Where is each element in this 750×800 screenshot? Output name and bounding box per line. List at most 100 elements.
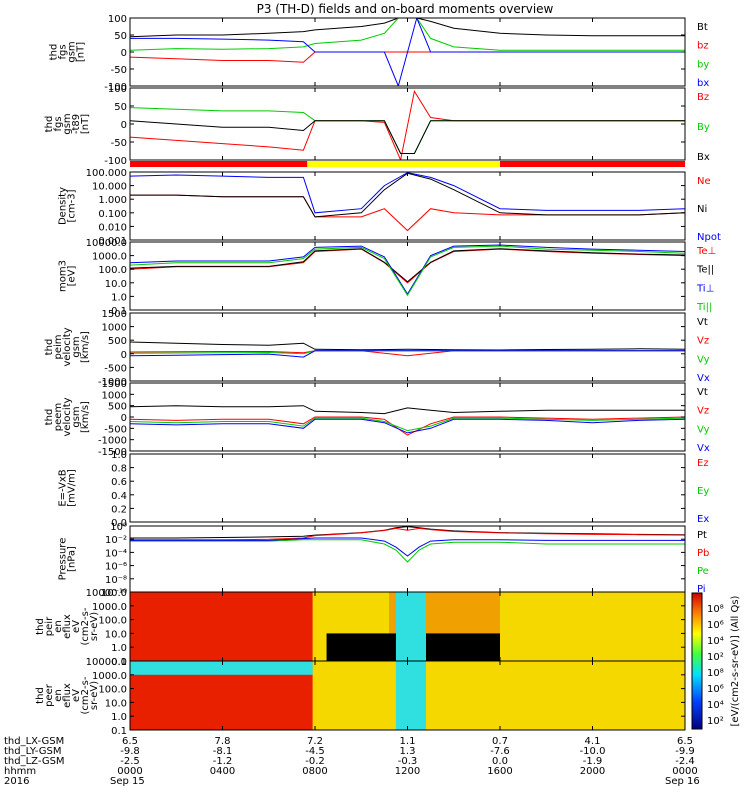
y-tick-label: 1.0 <box>111 292 127 303</box>
panel-data <box>130 89 685 160</box>
x-tick-value: 0800 <box>302 766 327 777</box>
y-axis-label: Pressure[nPa] <box>58 538 78 581</box>
y-tick-label: 1500 <box>102 309 127 320</box>
mode-bar <box>130 161 685 167</box>
panel-frame <box>129 241 686 311</box>
y-axis-label-line: fgs <box>53 116 64 131</box>
colorbar-scale <box>691 592 703 730</box>
x-tick-value: -0.3 <box>398 756 418 767</box>
y-axis-label-line: thd <box>35 687 46 704</box>
x-tick-value: 0400 <box>210 766 235 777</box>
x-tick-value: 6.5 <box>677 736 693 747</box>
series-line-Pi <box>130 537 685 557</box>
y-axis-label: Density[cm-3] <box>58 187 78 225</box>
y-axis-label-line: velocity <box>62 327 73 366</box>
x-tick-value: -9.9 <box>675 746 695 757</box>
y-axis-label-line: [km/s] <box>80 401 91 433</box>
panel-data <box>130 172 685 232</box>
panel-10: 10000.0 1000.0 100.0 10.0 1.0 0.1 thdpeerenefl… <box>35 657 686 737</box>
panel-data <box>130 18 685 86</box>
colorbar-tick-label: 10⁸ <box>707 668 724 679</box>
y-tick-label: 10⁻⁴ <box>105 548 127 559</box>
y-tick-label: 500 <box>108 402 127 413</box>
y-axis-label: thdfgsgsm-t89[nT] <box>44 113 91 134</box>
legend-entry: By <box>697 122 710 133</box>
y-axis-label-line: (cm2-s- <box>80 676 91 714</box>
colorbar-title: [eV/(cm2-s-sr-eV)] (All Qs) <box>730 595 741 726</box>
series-line-Vy <box>130 417 685 432</box>
panel-1: 100 50 0 -50 -100 thdfgsgsm[nT] Bt bz by bx <box>49 14 710 93</box>
x-tick-value: 0000 <box>672 766 697 777</box>
series-line-bx <box>130 18 685 86</box>
y-axis-label: thdpeemvelocitygsm[km/s] <box>44 397 91 436</box>
x-tick-value: -10.0 <box>580 746 606 757</box>
legend-entry: Ne <box>697 176 711 187</box>
y-tick-label: 0 <box>121 120 127 131</box>
panel-data <box>130 405 685 436</box>
x-tick-value: 1600 <box>487 766 512 777</box>
legend-entry: Vy <box>697 424 710 435</box>
colorbar-tick-label: 10² <box>707 716 724 727</box>
series-line-Te|| <box>130 248 685 283</box>
x-tick-value: 0.0 <box>492 756 508 767</box>
y-tick-label: 10000.0 <box>86 657 127 668</box>
legend-entry: Pt <box>697 530 707 541</box>
series-line-Ti⊥ <box>130 244 685 295</box>
x-tick-value: 7.8 <box>215 736 231 747</box>
y-axis-label-line: thd <box>49 44 60 61</box>
y-tick-label: 10.0 <box>105 698 127 709</box>
legend-entry: Ex <box>697 514 709 525</box>
panel-frame <box>129 171 686 241</box>
panel-frame <box>129 453 686 523</box>
y-axis-label: mom3[eV] <box>58 260 78 292</box>
y-axis-label-line: [nT] <box>80 114 91 134</box>
colorbar-tick-label: 10⁶ <box>707 684 724 695</box>
y-axis-label-line: [nT] <box>76 42 87 62</box>
heatmap-cell <box>130 661 313 675</box>
y-axis-label-line: [cm-3] <box>67 189 78 222</box>
y-axis-label-line: fgs <box>58 44 69 59</box>
y-axis-label-line: en <box>53 689 64 702</box>
y-tick-label: 50 <box>114 102 127 113</box>
legend-entry: by <box>697 59 709 70</box>
y-tick-label: 100.0 <box>98 265 127 276</box>
legend-entry: Te⊥ <box>696 246 716 257</box>
legend-entry: Ti|| <box>696 302 712 313</box>
x-tick-value: 7.2 <box>307 736 323 747</box>
series-line-Ti|| <box>130 245 685 297</box>
y-tick-label: 1000.0 <box>92 602 127 613</box>
x-tick-value: 4.1 <box>585 736 601 747</box>
legend-entry: bz <box>697 41 709 52</box>
x-tick-value: -2.5 <box>120 756 140 767</box>
panel-data <box>130 526 685 563</box>
series-line-Bz <box>130 89 685 160</box>
y-axis-label-line: (cm2-s- <box>80 607 91 645</box>
colorbar-tick-label: 10⁴ <box>707 700 724 711</box>
y-axis-label-line: velocity <box>62 397 73 436</box>
panel-frame <box>129 525 686 593</box>
y-axis-label-line: thd <box>35 618 46 635</box>
x-row-label: thd_LZ-GSM <box>4 756 65 767</box>
series-line-Vz <box>130 416 685 436</box>
x-tick-value: 1200 <box>395 766 420 777</box>
panels-group: 100500-50-100thdfgsgsm[nT]Btbzbybx100500… <box>35 14 721 737</box>
legend-entry: Vx <box>697 443 710 454</box>
figure-title: P3 (TH-D) fields and on-board moments ov… <box>257 2 554 16</box>
x-tick-value: -7.6 <box>490 746 510 757</box>
y-tick-label: 10⁻⁶ <box>105 562 127 573</box>
colorbar-tick-label: 10⁸ <box>707 604 724 615</box>
panel-4: 10000.0 1000.0 100.0 10.0 1.0 0.1 mom3[eV] Te⊥ T… <box>58 238 717 317</box>
x-tick-value: Sep 15 <box>110 776 145 787</box>
y-axis-label-line: E=-VxB <box>58 469 69 506</box>
y-axis-label-line: thd <box>44 116 55 133</box>
y-tick-label: 1.000 <box>98 195 127 206</box>
x-tick-value: -4.5 <box>305 746 325 757</box>
colorbar-group: 10⁸ 10⁶ 10⁴ 10² 10⁸ 10⁶ 10⁴ 10² [eV/(cm2-s-sr-eV… <box>691 592 741 730</box>
y-axis-label-line: eflux <box>62 614 73 639</box>
legend-entry: bx <box>697 78 709 89</box>
y-tick-label: 10000.0 <box>86 588 127 599</box>
x-row-label: thd_LY-GSM <box>4 746 61 757</box>
y-axis-label-line: gsm <box>71 336 82 357</box>
panel-data <box>130 592 685 661</box>
